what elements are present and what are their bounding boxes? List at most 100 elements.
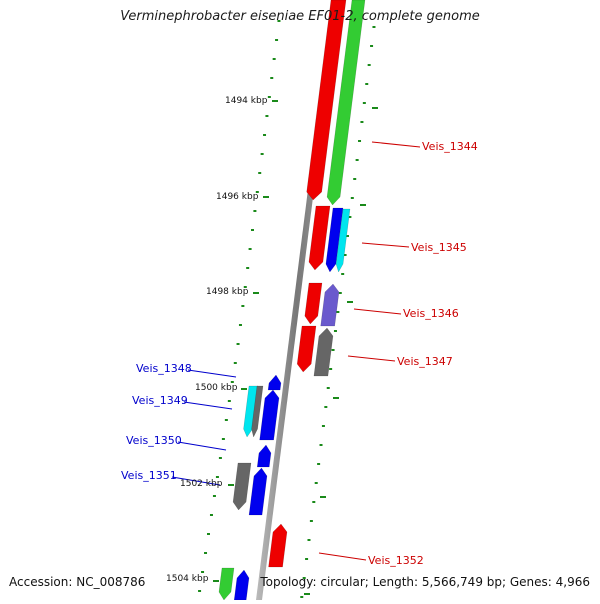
scale-major-tick [263,196,269,198]
leader-veis-1345 [361,242,410,248]
scale-tick-outer [341,273,345,275]
scale-tick-outer [336,311,340,313]
scale-tick-outer [360,121,364,123]
scale-tick-inner [270,77,274,79]
gene-veis-1344-green [326,0,366,206]
scale-tick-outer [307,539,311,541]
topology-summary: Topology: circular; Length: 5,566,749 bp… [260,575,590,589]
gene-veis-1344 [306,0,347,201]
leader-veis-1346 [353,308,402,315]
scale-tick-inner [253,210,257,212]
gene-label-veis-1347[interactable]: Veis_1347 [397,355,453,368]
leader-veis-1351 [171,476,221,486]
scale-major-tick [347,301,353,303]
gene-label-veis-1345[interactable]: Veis_1345 [411,241,467,254]
leader-veis-1349 [183,401,233,410]
scale-tick-inner [206,533,210,535]
scale-label-1496: 1496 kbp [216,192,259,202]
scale-tick-outer [345,235,349,237]
scale-tick-inner [218,457,222,459]
gene-veis-1351 [248,467,268,516]
scale-tick-outer [353,178,357,180]
gene-veis-1345-cyan [335,208,351,273]
scale-tick-inner [221,438,225,440]
scale-tick-inner [233,362,237,364]
gene-label-veis-1344[interactable]: Veis_1344 [422,140,478,153]
scale-tick-inner [201,571,205,573]
scale-tick-outer [338,292,342,294]
scale-tick-outer [358,140,362,142]
scale-major-tick [360,204,366,206]
scale-tick-inner [241,305,245,307]
gene-labels: 1494 kbp 1496 kbp 1498 kbp 1500 kbp 1502… [121,96,478,584]
scale-tick-inner [246,267,250,269]
scale-tick-outer [362,102,366,104]
scale-tick-outer [326,387,330,389]
scale-tick-outer [355,159,359,161]
scale-tick-outer [300,596,304,598]
scale-tick-outer [343,254,347,256]
scale-tick-inner [212,495,216,497]
scale-tick-outer [370,45,374,47]
scale-tick-inner [277,20,281,22]
gene-veis-1349 [259,389,280,441]
map-title: Verminephrobacter eiseniae EF01-2, compl… [120,9,480,24]
gene-bottom-green [218,567,235,601]
gene-veis-1345-blue [325,207,344,273]
scale-tick-outer [309,520,313,522]
gene-label-veis-1351[interactable]: Veis_1351 [121,469,177,482]
gene-veis-1350 [256,444,272,468]
scale-tick-inner [224,419,228,421]
scale-label-1504: 1504 kbp [166,574,209,584]
scale-tick-outer [319,444,323,446]
scale-major-tick [304,593,310,595]
gene-label-veis-1350[interactable]: Veis_1350 [126,434,182,447]
scale-tick-inner [198,590,202,592]
scale-major-tick [241,388,247,390]
scale-tick-inner [267,96,271,98]
gene-veis-1346 [320,283,340,327]
scale-tick-inner [258,172,262,174]
gene-bottom-blue [233,569,250,601]
gene-veis-1348 [267,374,282,391]
gene-veis-1346-red [304,282,323,325]
gene-veis-1347 [313,327,334,377]
leader-veis-1352 [318,552,367,561]
scale-tick-outer [302,577,306,579]
scale-major-tick [333,397,339,399]
scale-tick-outer [329,368,333,370]
gene-label-veis-1348[interactable]: Veis_1348 [136,362,192,375]
scale-tick-inner [236,343,240,345]
gene-veis-1349-cyan [243,385,259,438]
scale-major-tick [372,107,378,109]
gene-label-veis-1349[interactable]: Veis_1349 [132,394,188,407]
scale-tick-inner [265,115,269,117]
scale-tick-inner [260,153,264,155]
gene-label-veis-1352[interactable]: Veis_1352 [368,554,424,567]
gene-veis-1351-gray [232,462,252,511]
gene-features [218,0,366,601]
scale-tick-outer [333,330,337,332]
scale-tick-outer [314,482,318,484]
scale-tick-outer [365,83,369,85]
leader-veis-1348 [187,369,237,378]
scale-label-1500: 1500 kbp [195,383,238,393]
scale-tick-inner [272,58,276,60]
scale-tick-inner [255,191,259,193]
scale-tick-inner [275,39,279,41]
scale-tick-outer [350,197,354,199]
scale-tick-outer [321,425,325,427]
gene-label-veis-1346[interactable]: Veis_1346 [403,307,459,320]
scale-tick-outer [348,216,352,218]
scale-tick-inner [250,229,254,231]
scale-ticks [198,20,378,598]
gene-veis-1345 [308,205,331,271]
scale-tick-outer [367,64,371,66]
gene-veis-1347-red [296,325,317,373]
scale-tick-outer [312,501,316,503]
scale-major-tick [272,100,278,102]
scale-tick-inner [215,476,219,478]
leader-veis-1344 [371,141,421,148]
